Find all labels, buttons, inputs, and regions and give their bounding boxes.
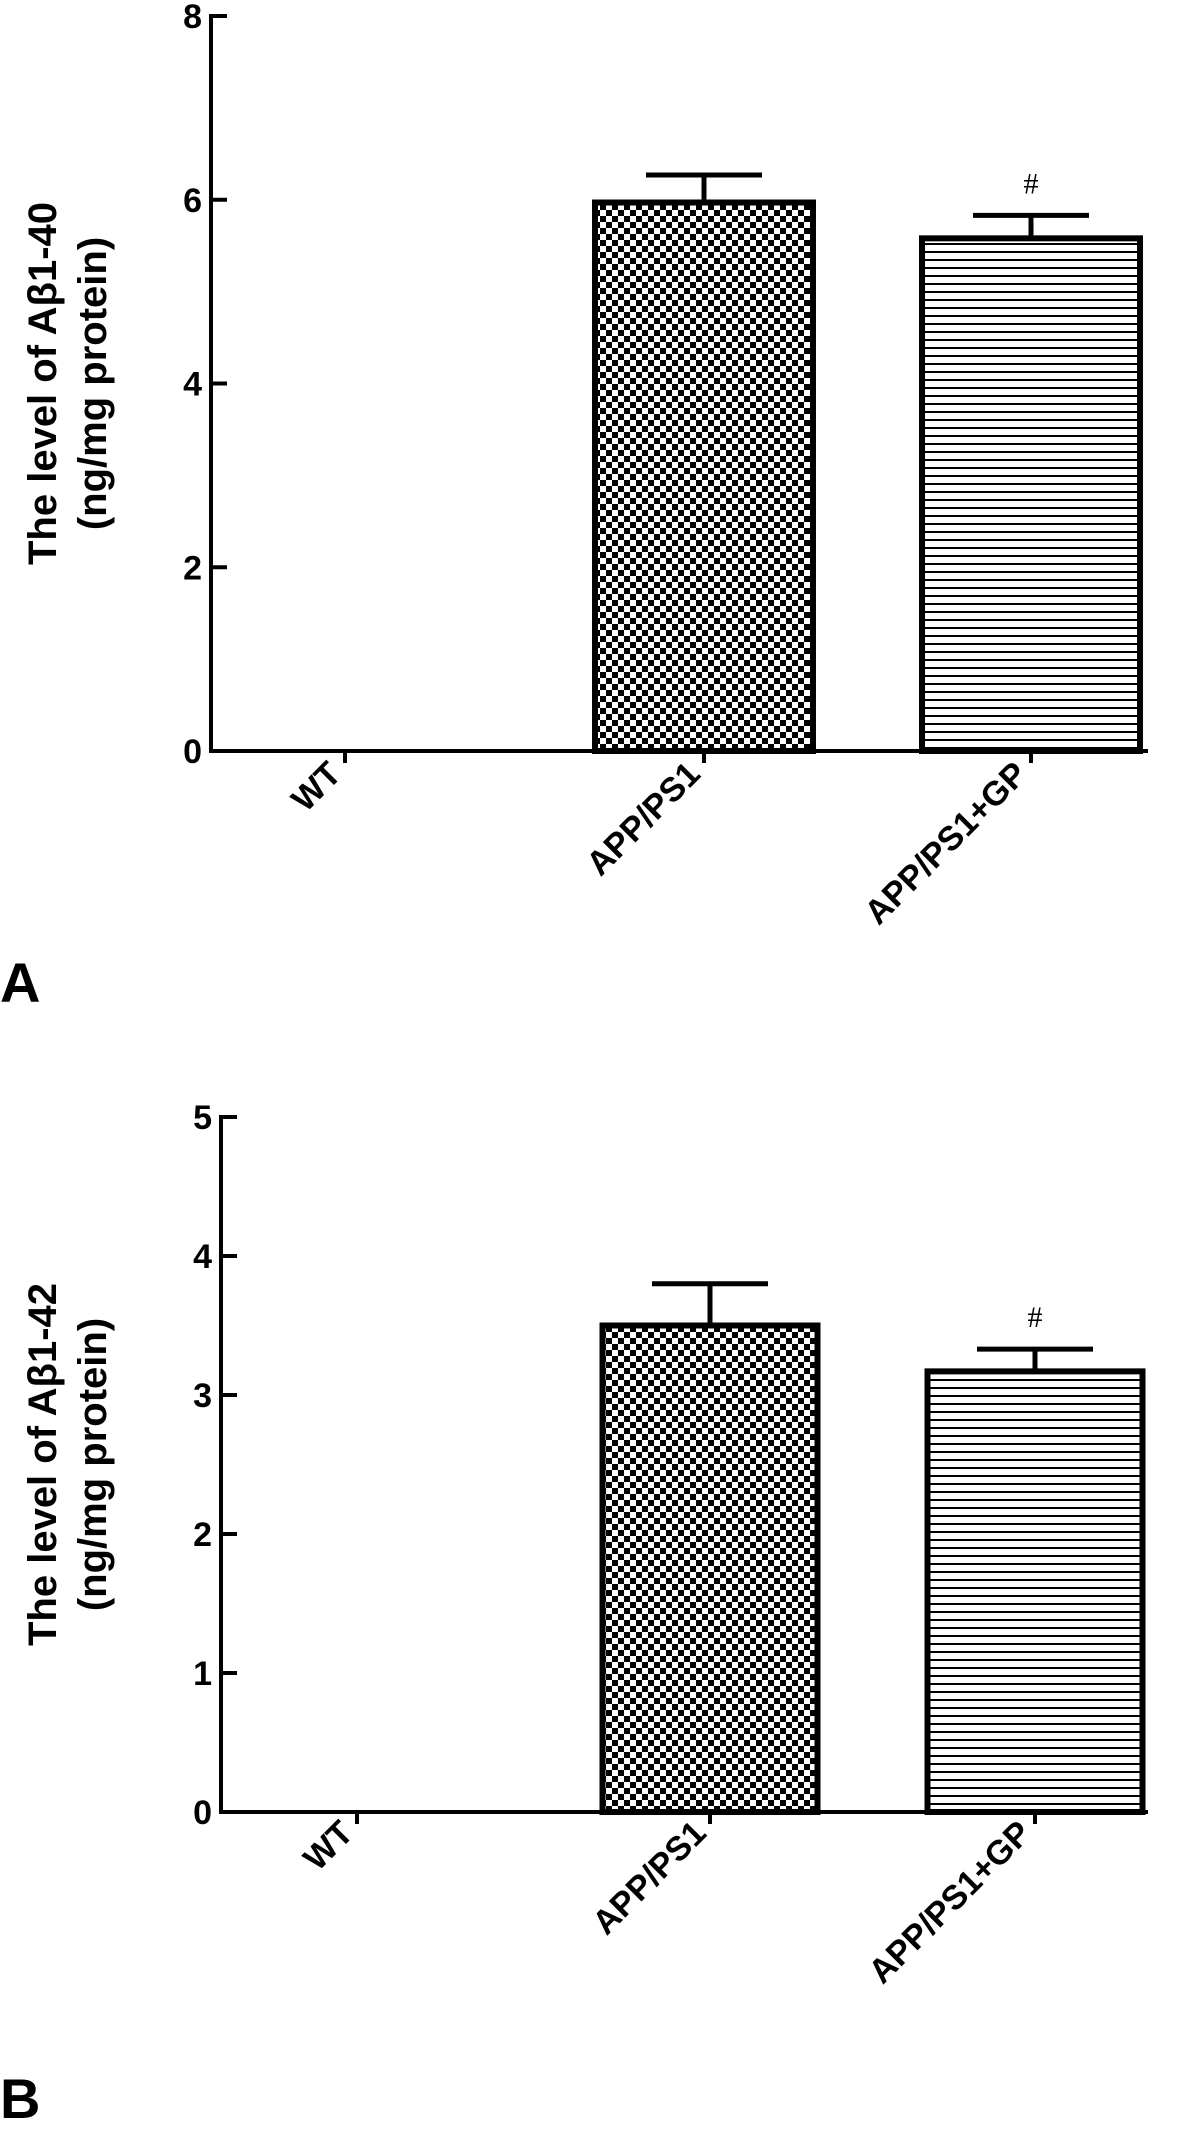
- y-tick-label: 8: [183, 0, 202, 36]
- y-tick-label: 4: [193, 1238, 212, 1276]
- bar-app-ps1-gp: [919, 235, 1143, 754]
- y-axis-title-line2: (ng/mg protein): [71, 237, 115, 530]
- x-category-label: APP/PS1+GP: [861, 1814, 1038, 1991]
- x-category-label: WT: [284, 755, 348, 819]
- y-axis-title-line2: (ng/mg protein): [71, 1318, 115, 1611]
- significance-mark: #: [1028, 1301, 1043, 1334]
- x-category-label: APP/PS1: [585, 1814, 713, 1942]
- bar-app-ps1: [599, 1322, 821, 1815]
- y-tick-label: 0: [193, 1794, 212, 1832]
- panel-label: B: [0, 2067, 40, 2130]
- y-tick-label: 2: [183, 549, 202, 587]
- x-category-label: WT: [296, 1814, 360, 1878]
- y-tick-label: 0: [183, 733, 202, 771]
- y-tick-label: 6: [183, 182, 202, 220]
- y-tick-label: 3: [193, 1377, 212, 1415]
- y-tick-label: 4: [183, 366, 202, 404]
- y-tick-label: 5: [193, 1099, 212, 1137]
- x-category-label: APP/PS1+GP: [857, 755, 1034, 932]
- bar-app-ps1-gp: [924, 1368, 1146, 1815]
- y-axis-title-line1: The level of Aβ1-40: [21, 202, 65, 565]
- panel-b: 0 1 2 3 4 5 WT APP/PS1 # APP/PS1+GP The level of A…: [0, 1099, 1148, 2130]
- panel-a: 0 2 4 6 8 WT APP/PS1 # APP/PS1+GP The level of Aβ…: [0, 0, 1148, 1014]
- panel-label: A: [0, 951, 40, 1014]
- x-category-label: APP/PS1: [579, 755, 707, 883]
- y-tick-label: 1: [193, 1655, 212, 1693]
- y-axis-title-line1: The level of Aβ1-42: [21, 1283, 65, 1646]
- bar-app-ps1: [592, 199, 816, 755]
- y-tick-label: 2: [193, 1516, 212, 1554]
- significance-mark: #: [1024, 167, 1039, 200]
